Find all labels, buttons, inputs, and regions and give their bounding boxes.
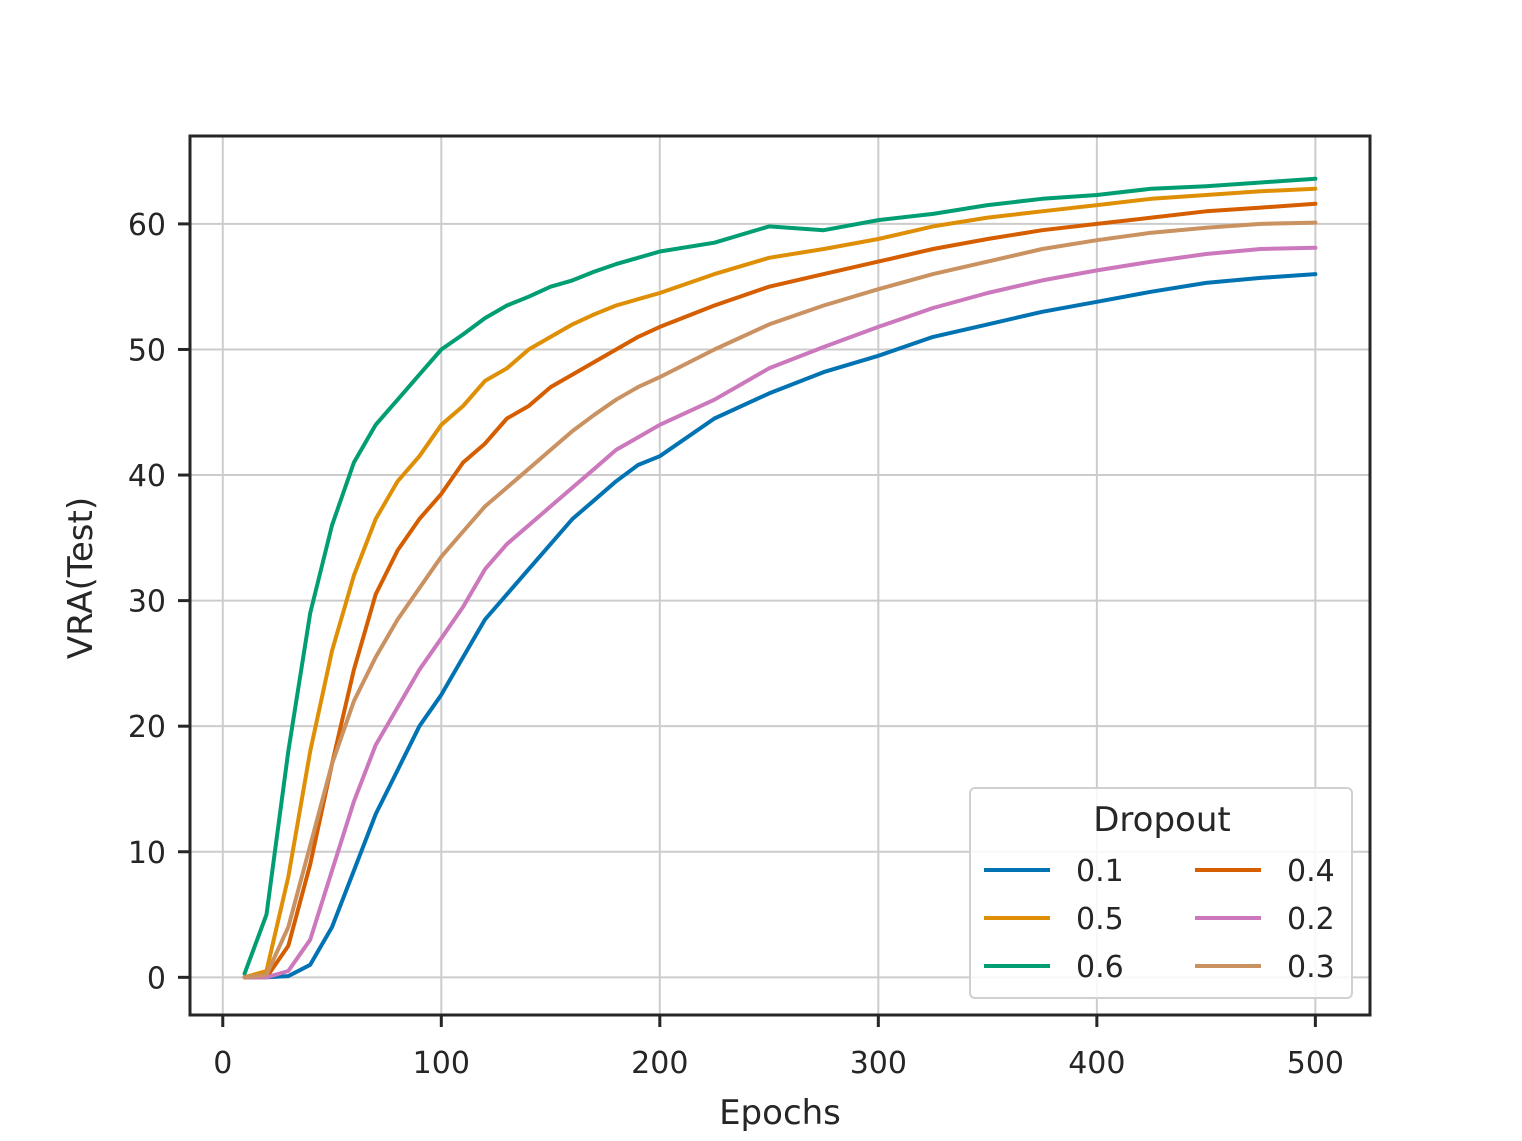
legend-entry-label: 0.6 [1076, 950, 1124, 985]
legend-box [969, 787, 1353, 999]
series-line-0-2 [242, 245, 1318, 980]
x-tick-label: 400 [1068, 1046, 1125, 1081]
x-tick-label: 200 [631, 1046, 688, 1081]
legend-title: Dropout [1093, 800, 1230, 840]
series-line-0-4 [242, 201, 1318, 980]
y-tick-label: 60 [128, 208, 166, 243]
grid-lines [190, 136, 1370, 1015]
y-axis-label: VRA(Test) [61, 497, 101, 659]
x-tick-label: 100 [413, 1046, 470, 1081]
series-lines [242, 176, 1318, 980]
legend-entry-label: 0.2 [1287, 902, 1335, 937]
legend-entry-label: 0.5 [1076, 902, 1124, 937]
y-tick-label: 20 [128, 710, 166, 745]
x-tick-label: 0 [213, 1046, 232, 1081]
y-tick-label: 10 [128, 836, 166, 871]
series-line-0-6 [242, 176, 1318, 976]
y-tick-label: 30 [128, 585, 166, 620]
plot-frame [188, 134, 1372, 1017]
legend: Dropout 0.1 0.5 0.6 0.4 0.2 0.3 [969, 787, 1353, 999]
series-line-0-1 [242, 272, 1318, 980]
legend-entry-label: 0.1 [1076, 854, 1124, 889]
y-tick-label: 40 [128, 459, 166, 494]
series-line-0-3 [242, 220, 1318, 980]
legend-entry-label: 0.3 [1287, 950, 1335, 985]
legend-entry-label: 0.4 [1287, 854, 1335, 889]
axis-ticks: 0 100 200 300 400 500 0 10 20 30 40 50 60 [128, 208, 1344, 1081]
x-axis-label: Epochs [719, 1093, 841, 1133]
y-tick-label: 0 [147, 961, 166, 996]
x-tick-label: 300 [850, 1046, 907, 1081]
x-tick-label: 500 [1287, 1046, 1344, 1081]
series-line-0-5 [242, 186, 1318, 980]
y-tick-label: 50 [128, 333, 166, 368]
